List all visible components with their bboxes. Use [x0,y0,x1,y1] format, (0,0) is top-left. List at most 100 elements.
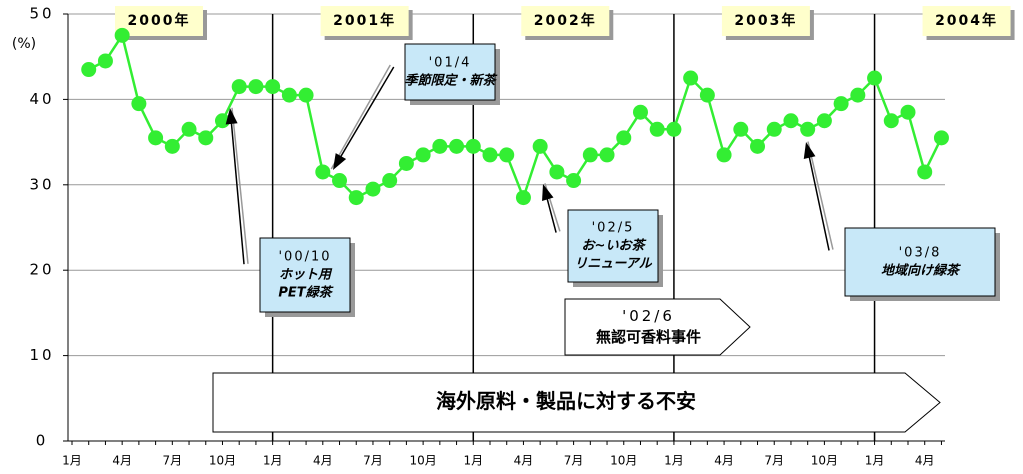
data-point [231,79,247,95]
annotation-arrowhead [333,153,347,170]
data-point [398,155,414,171]
data-point [198,130,214,146]
x-tick-label: 10月 [409,454,436,468]
data-point [315,164,331,180]
data-point [499,147,515,163]
annotation-arrowhead [803,142,816,159]
annotation-arrow [806,147,830,251]
data-point [900,104,916,120]
data-point [850,87,866,103]
data-point [883,113,899,129]
y-axis-label: (%) [12,36,36,52]
data-point [783,113,799,129]
data-point [733,121,749,137]
annotation-arrow [335,66,395,166]
data-point [97,53,113,69]
annotation-text: お~いお茶 [582,238,647,254]
x-tick-label: 10月 [209,454,236,468]
data-point [833,96,849,112]
x-tick-label: 1月 [463,454,483,468]
banner-text: 無認可香料事件 [596,328,701,346]
annotation-box [567,209,659,283]
x-tick-label: 7月 [764,454,784,468]
x-tick-label: 1月 [865,454,885,468]
data-point [532,138,548,154]
annotation-arrowhead [542,184,554,202]
year-label: 2004年 [935,12,998,29]
data-point [164,138,180,154]
y-tick-label: 30 [29,175,54,193]
annotation-arrow-shadow [231,107,249,264]
annotation-text: 地域向け緑茶 [881,263,961,279]
year-label-box [115,6,203,36]
data-point [917,164,933,180]
y-tick-label: 40 [29,90,54,108]
data-point [632,104,648,120]
x-tick-label: 4月 [915,454,935,468]
year-label: 2003年 [734,12,797,29]
banner-text: '02/6 [622,307,675,325]
x-tick-label: 10月 [811,454,838,468]
data-point [699,87,715,103]
data-point [666,121,682,137]
annotation-text: 季節限定・新茶 [404,73,497,89]
year-label-box [922,6,1011,36]
banner-arrow [212,372,941,433]
data-point [348,190,364,206]
x-tick-label: 7月 [363,454,383,468]
data-point [248,79,264,95]
annotation-text: '03/8 [899,246,942,261]
data-point [566,173,582,189]
annotation-text: '00/10 [278,250,331,265]
y-tick-label: 0 [36,432,49,450]
year-label-box [721,6,810,36]
x-tick-label: 1月 [62,454,82,468]
data-point [867,70,883,86]
data-point [616,130,632,146]
annotation-text: '01/4 [429,56,472,71]
y-tick-label: 20 [29,261,54,279]
x-tick-label: 4月 [514,454,534,468]
x-tick-label: 10月 [610,454,637,468]
x-tick-label: 1月 [664,454,684,468]
annotation-arrow-shadow [807,141,834,250]
data-point [750,138,766,154]
year-label-box [521,6,610,36]
year-label: 2000年 [128,12,191,29]
data-point [515,190,531,206]
annotation-box [259,237,351,313]
x-tick-label: 7月 [564,454,584,468]
annotation-text: '02/5 [592,221,635,236]
data-point [298,87,314,103]
data-point [800,121,816,137]
annotation-arrowhead [225,108,238,125]
banner-arrow [564,298,751,356]
x-tick-label: 7月 [162,454,182,468]
data-point [465,138,481,154]
data-point [281,87,297,103]
data-point [81,62,97,78]
data-point [582,147,598,163]
data-point [599,147,615,163]
annotation-text: PET緑茶 [278,285,333,301]
year-label: 2002年 [534,12,597,29]
x-tick-label: 1月 [263,454,283,468]
data-point [933,130,949,146]
data-point [332,173,348,189]
data-point [683,70,699,86]
x-tick-label: 4月 [714,454,734,468]
y-tick-label: 10 [29,346,54,364]
banner-text: 海外原料・製品に対する不安 [436,389,696,413]
data-point [365,181,381,197]
annotation-text: ホット用 [279,268,333,283]
x-tick-label: 4月 [112,454,132,468]
series-line [88,32,943,202]
data-point [214,113,230,129]
data-point [482,147,498,163]
data-point [649,121,665,137]
year-label-box [320,6,409,36]
data-point [114,27,130,43]
data-point [766,121,782,137]
annotation-text: リニューアル [574,257,652,272]
